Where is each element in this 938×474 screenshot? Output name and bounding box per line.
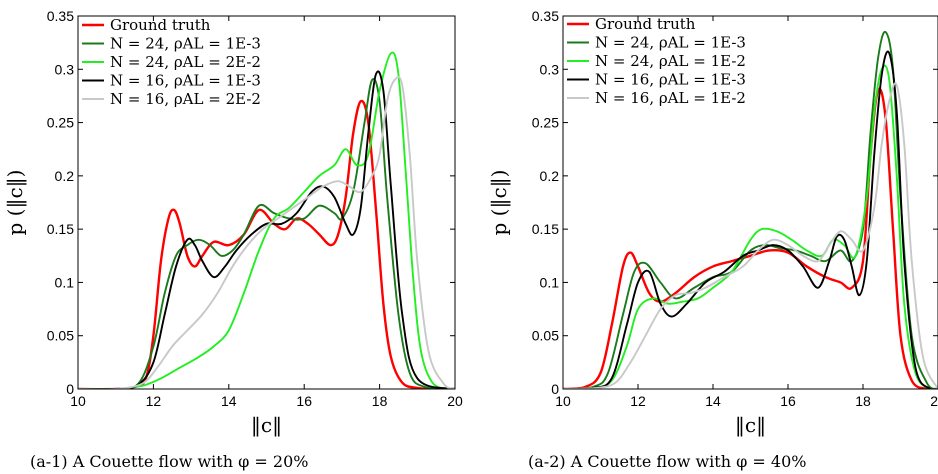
series-line-5 bbox=[563, 82, 938, 389]
legend-label-2: N = 24, ρAL = 1E-3 bbox=[110, 35, 261, 53]
x-tick-label: 14 bbox=[221, 393, 237, 409]
y-tick-label: 0 bbox=[551, 381, 559, 397]
figure-caption: (a-1) A Couette flow with φ = 20% bbox=[30, 452, 308, 471]
series-group bbox=[78, 51, 455, 389]
y-tick-label: 0.15 bbox=[532, 221, 559, 237]
legend-label-5: N = 16, ρAL = 1E-2 bbox=[595, 89, 746, 107]
legend-label-1: Ground truth bbox=[595, 15, 696, 33]
figure-caption: (a-2) A Couette flow with φ = 40% bbox=[528, 452, 806, 471]
legend-label-5: N = 16, ρAL = 2E-2 bbox=[110, 90, 261, 108]
series-line-1 bbox=[563, 87, 938, 389]
y-tick-label: 0.35 bbox=[47, 8, 74, 24]
legend-label-3: N = 24, ρAL = 2E-2 bbox=[110, 53, 261, 71]
y-tick-label: 0.05 bbox=[532, 328, 559, 344]
y-tick-label: 0.1 bbox=[55, 274, 75, 290]
x-axis-label: ‖c‖ bbox=[251, 413, 282, 438]
y-tick-label: 0.25 bbox=[47, 115, 74, 131]
y-tick-label: 0.2 bbox=[540, 168, 560, 184]
plot-frame bbox=[562, 15, 938, 390]
x-tick-label: 10 bbox=[555, 393, 571, 409]
x-tick-label: 16 bbox=[296, 393, 312, 409]
y-tick-label: 0 bbox=[66, 381, 74, 397]
chart-panel-2: 10 12 14 16 18 20 0 0.05 0.1 0.15 0.2 0.25 0.3 0.35 ‖c… bbox=[487, 8, 938, 471]
series-line-2 bbox=[78, 78, 455, 389]
series-line-4 bbox=[563, 50, 938, 389]
x-tick-label: 18 bbox=[372, 393, 388, 409]
y-tick-label: 0.3 bbox=[540, 61, 560, 77]
legend-label-3: N = 24, ρAL = 1E-2 bbox=[595, 52, 746, 70]
y-tick-label: 0.1 bbox=[540, 274, 560, 290]
series-line-3 bbox=[78, 51, 455, 389]
y-axis-label: p (‖c‖) bbox=[3, 170, 28, 236]
legend-label-4: N = 16, ρAL = 1E-3 bbox=[110, 72, 261, 90]
x-tick-label: 20 bbox=[930, 393, 938, 409]
y-tick-label: 0.2 bbox=[55, 168, 75, 184]
y-axis-label: p (‖c‖) bbox=[487, 170, 512, 236]
plot-frame bbox=[77, 15, 456, 390]
x-tick-label: 12 bbox=[630, 393, 646, 409]
legend-label-1: Ground truth bbox=[110, 16, 211, 34]
series-line-5 bbox=[78, 75, 455, 389]
series-line-4 bbox=[78, 70, 455, 389]
x-tick-label: 20 bbox=[447, 393, 463, 409]
series-line-1 bbox=[78, 99, 455, 389]
x-tick-label: 12 bbox=[146, 393, 162, 409]
series-group bbox=[563, 30, 938, 389]
y-tick-label: 0.25 bbox=[532, 115, 559, 131]
chart-panel-1: 10 12 14 16 18 20 0 0.05 0.1 0.15 0.2 0.25 0.3 0.35 ‖c… bbox=[3, 8, 463, 471]
legend-label-2: N = 24, ρAL = 1E-3 bbox=[595, 34, 746, 52]
series-line-3 bbox=[563, 64, 938, 389]
x-tick-label: 14 bbox=[705, 393, 721, 409]
y-tick-label: 0.3 bbox=[55, 61, 75, 77]
x-tick-label: 10 bbox=[70, 393, 86, 409]
x-tick-label: 16 bbox=[780, 393, 796, 409]
y-tick-label: 0.35 bbox=[532, 8, 559, 24]
y-tick-label: 0.15 bbox=[47, 221, 74, 237]
legend-label-4: N = 16, ρAL = 1E-3 bbox=[595, 71, 746, 89]
y-tick-label: 0.05 bbox=[47, 328, 74, 344]
x-tick-label: 18 bbox=[855, 393, 871, 409]
x-axis-label: ‖c‖ bbox=[735, 413, 766, 438]
